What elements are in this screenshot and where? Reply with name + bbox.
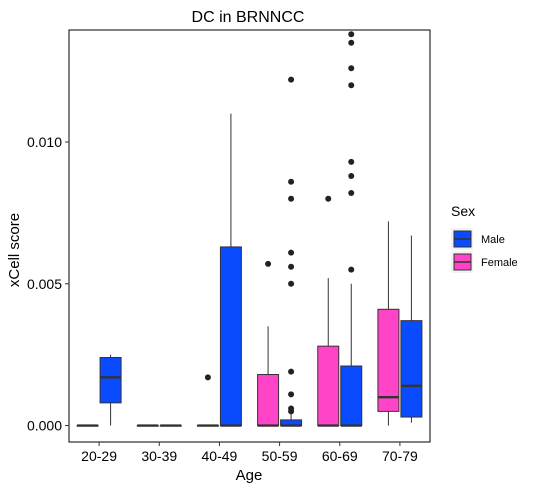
- x-axis: 20-29 30-39 40-49 50-59 60-69 70-79: [81, 442, 418, 464]
- box-body: [257, 374, 280, 427]
- legend-label: Male: [481, 234, 505, 246]
- outlier-point: [348, 190, 355, 197]
- legend-title: Sex: [451, 203, 475, 219]
- legend-entry-male: Male: [451, 228, 505, 250]
- box-female-20-29: [76, 424, 99, 427]
- legend-label: Female: [481, 257, 518, 269]
- box-plots: [76, 31, 423, 427]
- box-male-70-79: [400, 235, 423, 423]
- box-body: [219, 246, 242, 427]
- outlier-point: [348, 82, 355, 89]
- box-body: [377, 308, 400, 412]
- outlier-point: [348, 65, 355, 72]
- outlier-point: [288, 178, 295, 185]
- box-female-30-39: [136, 424, 159, 427]
- outlier-point: [348, 266, 355, 273]
- box-male-40-49: [219, 113, 242, 427]
- x-tick-label: 40-49: [202, 448, 238, 464]
- box-male-30-39: [159, 424, 182, 427]
- box-female-70-79: [377, 221, 400, 426]
- x-tick-label: 30-39: [141, 448, 177, 464]
- outlier-point: [288, 249, 295, 256]
- outlier-point: [288, 391, 295, 398]
- legend-entries: Male Female: [451, 228, 518, 273]
- box-female-50-59: [257, 260, 280, 427]
- chart-title: DC in BRNNCC: [192, 9, 305, 26]
- outlier-point: [348, 31, 355, 38]
- box-female-60-69: [317, 195, 340, 427]
- plot-area: [68, 29, 431, 443]
- box-male-50-59: [280, 76, 303, 427]
- box-body: [400, 320, 423, 418]
- box-body: [340, 365, 363, 427]
- outlier-point: [325, 195, 332, 202]
- plot-panel: [68, 29, 431, 443]
- outlier-point: [288, 280, 295, 287]
- x-tick-label: 70-79: [382, 448, 418, 464]
- y-tick-label: 0.000: [27, 418, 62, 434]
- outlier-point: [348, 173, 355, 180]
- box-body: [99, 357, 122, 404]
- outlier-point: [288, 368, 295, 375]
- outlier-point: [288, 408, 295, 415]
- outlier-point: [288, 76, 295, 83]
- box-male-60-69: [340, 31, 363, 427]
- y-axis-label: xCell score: [6, 213, 23, 287]
- x-tick-label: 60-69: [322, 448, 358, 464]
- box-body: [317, 345, 340, 427]
- legend: Sex Male Female: [451, 203, 518, 273]
- y-axis: 0.000 0.005 0.010: [27, 134, 69, 434]
- outlier-point: [265, 260, 272, 267]
- box-female-40-49: [196, 374, 219, 427]
- y-tick-label: 0.010: [27, 134, 62, 150]
- outlier-point: [288, 195, 295, 202]
- x-tick-label: 50-59: [262, 448, 298, 464]
- y-tick-label: 0.005: [27, 276, 62, 292]
- box-male-20-29: [99, 354, 122, 426]
- x-axis-label: Age: [236, 467, 263, 484]
- outlier-point: [204, 374, 211, 381]
- outlier-point: [348, 39, 355, 46]
- legend-entry-female: Female: [451, 251, 518, 273]
- x-tick-label: 20-29: [81, 448, 117, 464]
- outlier-point: [288, 263, 295, 270]
- outlier-point: [348, 158, 355, 165]
